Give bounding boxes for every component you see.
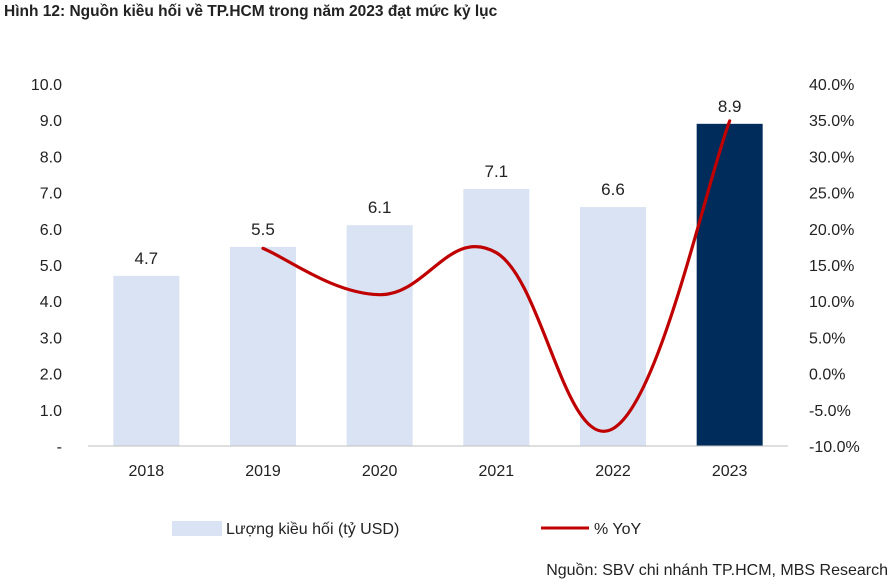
y-left-tick-label: 2.0 [40,367,62,384]
legend-bar-label: Lượng kiều hối (tỷ USD) [226,521,399,538]
y-right-tick-label: 20.0% [809,222,854,239]
y-left-tick-label: 9.0 [40,113,62,130]
x-tick-label: 2021 [479,463,515,480]
source-note: Nguồn: SBV chi nhánh TP.HCM, MBS Researc… [546,562,888,579]
y-right-tick-label: 15.0% [809,258,854,275]
bar [696,123,763,446]
y-right-tick-label: 40.0% [809,77,854,94]
y-left-tick-label: 8.0 [40,149,62,166]
y-left-tick-label: 6.0 [40,222,62,239]
bar [463,188,530,447]
bar-data-label: 7.1 [485,162,509,181]
bar [580,207,646,446]
y-right-tick-label: -5.0% [809,403,851,420]
bar-data-label: 4.7 [135,249,159,268]
y-left-tick-label: 1.0 [40,403,62,420]
legend-line-label: % YoY [594,521,641,538]
y-left-tick-label: 5.0 [40,258,62,275]
yoy-line [261,119,732,433]
x-tick-label: 2018 [129,463,165,480]
bar [346,225,413,446]
y-right-tick-label: 25.0% [809,186,854,203]
chart-title: Hình 12: Nguồn kiều hối về TP.HCM trong … [4,3,498,20]
y-right-tick-label: 0.0% [809,367,845,384]
bar-data-label: 5.5 [251,220,275,239]
legend: Lượng kiều hối (tỷ USD) % YoY [172,521,641,538]
bar [113,275,180,446]
y-right-tick-label: 35.0% [809,113,854,130]
y-right-tick-label: 5.0% [809,330,845,347]
y-left-tick-label: 3.0 [40,330,62,347]
bar-data-label: 6.6 [601,180,625,199]
y-left-tick-label: - [57,439,62,456]
legend-bar-swatch [172,521,222,536]
bar-data-label: 8.9 [718,97,742,116]
y-left-tick-label: 10.0 [31,77,62,94]
x-tick-label: 2023 [712,463,748,480]
y-left-tick-label: 7.0 [40,186,62,203]
y-left-tick-label: 4.0 [40,294,62,311]
x-tick-label: 2020 [362,463,398,480]
y-right-tick-label: 30.0% [809,149,854,166]
bar [230,246,296,446]
x-tick-label: 2022 [595,463,631,480]
x-tick-label: 2019 [245,463,281,480]
y-right-tick-label: 10.0% [809,294,854,311]
bar-data-label: 6.1 [368,198,392,217]
y-right-tick-label: -10.0% [809,439,860,456]
